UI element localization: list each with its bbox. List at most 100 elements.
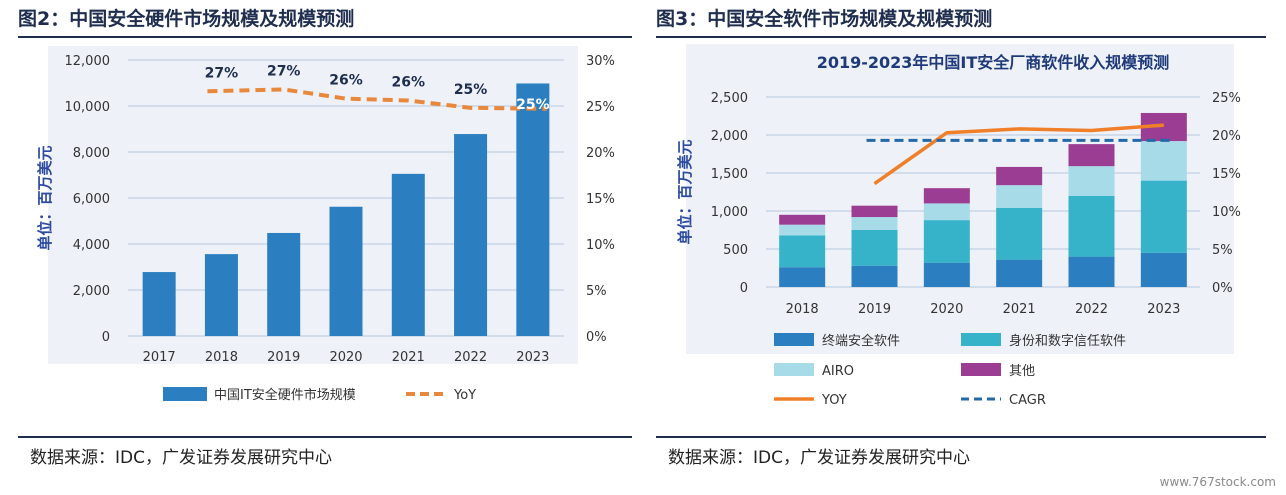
y-tick-label: 0 — [740, 281, 748, 296]
legend-swatch-0 — [774, 333, 814, 346]
y-tick-label: 6,000 — [73, 192, 110, 207]
y2-tick-label: 10% — [1212, 205, 1241, 220]
legend-label-2: AIRO — [822, 364, 854, 379]
x-tick-label: 2023 — [1147, 302, 1180, 317]
y-tick-label: 4,000 — [73, 238, 110, 253]
x-tick-label: 2022 — [1075, 302, 1108, 317]
bar-2020 — [329, 206, 363, 336]
legend-label-1: 身份和数字信任软件 — [1009, 333, 1126, 349]
x-tick-label: 2023 — [516, 350, 549, 365]
figure-3-title: 图3：中国安全软件市场规模及规模预测 — [656, 8, 993, 30]
bar-segment-2018-1 — [779, 235, 826, 268]
figure-3-source: 数据来源：IDC，广发证券发展研究中心 — [668, 448, 970, 468]
bar-segment-2022-0 — [1068, 256, 1115, 287]
bar-2017 — [142, 272, 176, 336]
yoy-data-label: 25% — [516, 97, 550, 113]
bar-segment-2021-3 — [996, 166, 1043, 186]
yoy-data-label: 26% — [329, 73, 363, 89]
x-tick-label: 2018 — [786, 302, 819, 317]
legend-label-0: 终端安全软件 — [822, 333, 900, 349]
yoy-data-label: 26% — [392, 74, 426, 90]
legend-label-hardware: 中国IT安全硬件市场规模 — [214, 387, 356, 403]
y-axis-label: 单位：百万美元 — [676, 139, 694, 244]
y2-tick-label: 10% — [586, 238, 615, 253]
y-tick-label: 2,500 — [711, 91, 748, 106]
bar-segment-2018-2 — [779, 224, 826, 236]
legend-label-4: YOY — [821, 393, 847, 408]
y2-tick-label: 0% — [1212, 281, 1233, 296]
bar-2023 — [516, 83, 550, 337]
x-tick-label: 2021 — [1003, 302, 1036, 317]
bar-segment-2023-1 — [1140, 180, 1187, 253]
figure-2-bottom-rule — [18, 436, 632, 438]
bar-segment-2022-3 — [1068, 144, 1115, 167]
x-tick-label: 2021 — [392, 350, 425, 365]
figure-3-top-rule — [656, 36, 1266, 38]
y-tick-label: 10,000 — [65, 100, 111, 115]
legend-swatch-2 — [774, 363, 814, 376]
figure-2-top-rule — [18, 36, 632, 38]
bar-segment-2021-0 — [996, 259, 1043, 287]
bar-segment-2022-1 — [1068, 195, 1115, 257]
y2-tick-label: 25% — [586, 100, 615, 115]
legend-swatch-hardware — [163, 387, 207, 401]
x-tick-label: 2019 — [858, 302, 891, 317]
bar-2021 — [391, 173, 425, 336]
software-market-chart: 2019-2023年中国IT安全厂商软件收入规模预测 0 500 1,000 1,500… — [676, 44, 1241, 408]
y2-tick-label: 15% — [1212, 167, 1241, 182]
yoy-line — [873, 123, 1164, 186]
y2-tick-label: 0% — [586, 330, 607, 345]
bar-segment-2020-2 — [923, 203, 970, 221]
plot-background — [48, 46, 578, 364]
figure-3-bottom-rule — [656, 436, 1266, 438]
x-tick-label: 2017 — [143, 350, 176, 365]
x-tick-label: 2022 — [454, 350, 487, 365]
figure-2-title: 图2：中国安全硬件市场规模及规模预测 — [18, 8, 355, 30]
bar-2019 — [267, 232, 301, 336]
bar-segment-2019-2 — [851, 217, 898, 230]
y2-tick-label: 15% — [586, 192, 615, 207]
x-tick-label: 2018 — [205, 350, 238, 365]
yoy-data-label: 27% — [267, 63, 301, 79]
y-axis-label: 单位：百万美元 — [36, 145, 54, 250]
y2-tick-label: 20% — [1212, 129, 1241, 144]
bar-segment-2018-3 — [779, 214, 826, 225]
legend-label-3: 其他 — [1009, 364, 1035, 379]
watermark: www.767stock.com — [1159, 475, 1276, 489]
bar-segment-2023-0 — [1140, 252, 1187, 287]
legend-swatch-3 — [961, 363, 1001, 376]
bar-segment-2020-3 — [923, 188, 970, 204]
y2-tick-label: 20% — [586, 146, 615, 161]
bar-segment-2019-0 — [851, 265, 898, 287]
y-tick-label: 2,000 — [711, 129, 748, 144]
figure-2-panel: 图2：中国安全硬件市场规模及规模预测 0 2,000 4,000 6,000 8,000… — [18, 0, 632, 470]
y-tick-label: 2,000 — [73, 284, 110, 299]
figure-2-source: 数据来源：IDC，广发证券发展研究中心 — [30, 448, 332, 468]
legend-label-yoy: YoY — [453, 388, 476, 403]
yoy-data-label: 27% — [205, 65, 239, 81]
bar-segment-2022-2 — [1068, 166, 1115, 196]
legend-swatch-1 — [961, 333, 1001, 346]
bar-segment-2018-0 — [779, 267, 826, 287]
y-tick-label: 12,000 — [65, 54, 111, 69]
bar-segment-2020-1 — [923, 220, 970, 263]
bar-segment-2019-3 — [851, 205, 898, 218]
y2-tick-label: 30% — [586, 54, 615, 69]
bar-2018 — [204, 254, 238, 336]
y2-tick-label: 5% — [1212, 243, 1233, 258]
figure-3-panel: 图3：中国安全软件市场规模及规模预测 2019-2023年中国IT安全厂商软件收… — [656, 0, 1266, 470]
chart-title: 2019-2023年中国IT安全厂商软件收入规模预测 — [817, 53, 1170, 72]
x-tick-label: 2019 — [267, 350, 300, 365]
y2-tick-label: 5% — [586, 284, 607, 299]
legend-label-5: CAGR — [1009, 393, 1046, 408]
bar-segment-2021-2 — [996, 185, 1043, 208]
x-tick-label: 2020 — [329, 350, 362, 365]
y2-tick-label: 25% — [1212, 91, 1241, 106]
x-tick-label: 2020 — [930, 302, 963, 317]
bar-2022 — [454, 134, 488, 336]
y-tick-label: 1,500 — [711, 167, 748, 182]
hardware-market-chart: 0 2,000 4,000 6,000 8,000 10,000 12,000 0% 5% 10%… — [36, 46, 615, 403]
y-tick-label: 8,000 — [73, 146, 110, 161]
y-tick-label: 500 — [723, 243, 748, 258]
bar-segment-2021-1 — [996, 207, 1043, 260]
